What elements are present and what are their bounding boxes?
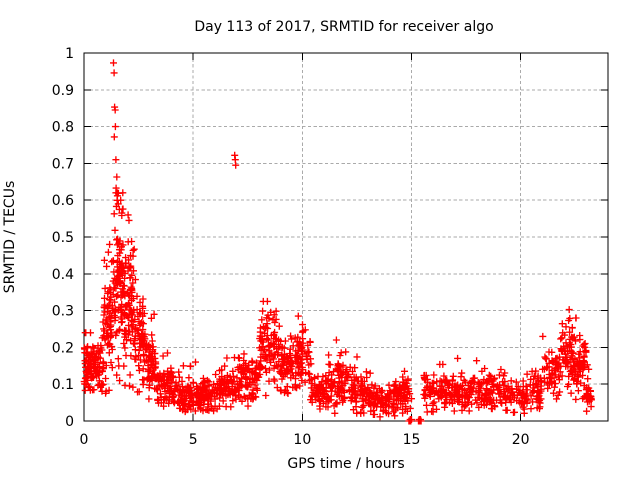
x-tick-label: 5 [189,432,198,448]
y-tick-label: 0 [65,414,74,430]
x-tick-label: 10 [293,432,311,448]
y-tick-label: 0.9 [52,83,74,99]
y-tick-label: 0.4 [52,267,74,283]
y-tick-label: 0.6 [52,193,74,209]
x-tick-label: 15 [403,432,421,448]
y-tick-label: 0.2 [52,340,74,356]
x-axis-label: GPS time / hours [287,456,404,472]
chart-title: Day 113 of 2017, SRMTID for receiver alg… [194,19,493,35]
y-tick-label: 0.1 [52,377,74,393]
y-tick-label: 0.7 [52,156,74,172]
y-tick-label: 0.3 [52,304,74,320]
x-tick-labels: 0 5 10 15 20 [80,432,530,448]
y-tick-label: 0.5 [52,230,74,246]
x-tick-label: 20 [512,432,530,448]
y-axis-label: SRMTID / TECUs [2,181,18,294]
y-tick-label: 1 [65,46,74,62]
y-tick-label: 0.8 [52,120,74,136]
x-tick-label: 0 [80,432,89,448]
scatter-points [80,59,595,425]
y-tick-labels: 0 0.1 0.2 0.3 0.4 0.5 0.6 0.7 0.8 0.9 1 [52,46,74,430]
